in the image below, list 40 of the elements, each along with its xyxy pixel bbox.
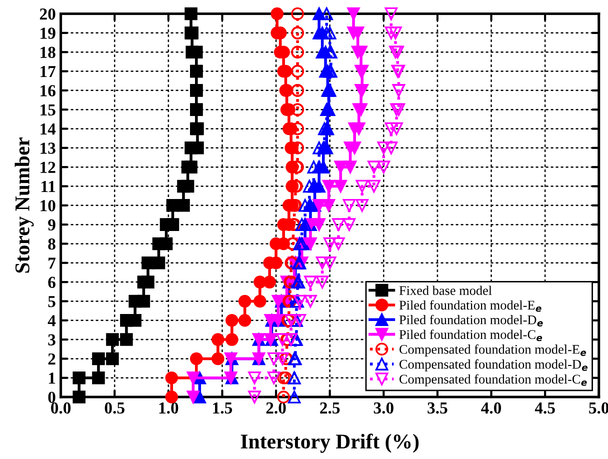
legend-label: Piled foundation model-C$_{e}$ xyxy=(399,330,542,342)
y-tick-label: 8 xyxy=(48,238,56,250)
y-tick-label: 20 xyxy=(40,8,56,20)
y-tick-label: 6 xyxy=(48,276,56,288)
y-tick-label: 11 xyxy=(42,181,56,192)
x-tick-label: 3.5 xyxy=(428,402,448,414)
x-tick-label: 4.0 xyxy=(481,402,502,414)
y-tick-label: 5 xyxy=(48,296,56,308)
legend-label: Compensated foundation model-E$_{e}$ xyxy=(400,344,586,356)
x-tick-label: 1.0 xyxy=(159,402,178,414)
y-tick-label: 10 xyxy=(40,200,56,212)
y-tick-label: 16 xyxy=(40,85,56,96)
legend-label: Compensated foundation model-D$_{e}$ xyxy=(400,359,588,372)
y-tick-label: 15 xyxy=(40,104,56,116)
x-tick-label: 2.5 xyxy=(320,402,340,414)
legend-label: Piled foundation model-E$_{e}$ xyxy=(399,300,542,312)
y-tick-label: 4 xyxy=(48,315,56,326)
y-tick-label: 18 xyxy=(40,46,56,58)
legend-label: Piled foundation model-D$_{e}$ xyxy=(399,314,543,326)
y-tick-label: 14 xyxy=(40,124,56,135)
y-tick-label: 2 xyxy=(48,353,56,364)
x-tick-label: 0.0 xyxy=(51,402,71,414)
y-tick-label: 0 xyxy=(48,392,56,403)
y-tick-label: 3 xyxy=(48,334,56,346)
x-tick-label: 3.0 xyxy=(374,402,394,414)
y-tick-label: 19 xyxy=(40,28,56,39)
x-tick-label: 2.0 xyxy=(266,402,286,414)
x-tick-label: 0.5 xyxy=(104,402,124,414)
legend-label: Compensated foundation model-C$_{e}$ xyxy=(400,374,587,386)
y-axis-title: Storey Number xyxy=(14,137,34,273)
y-tick-label: 17 xyxy=(40,66,56,78)
x-tick-label: 4.5 xyxy=(534,402,555,414)
legend-label: Fixed base model xyxy=(399,286,492,296)
y-tick-label: 7 xyxy=(48,258,56,269)
y-tick-label: 12 xyxy=(40,162,56,173)
x-axis-title: Interstory Drift (%) xyxy=(240,434,419,453)
y-tick-label: 9 xyxy=(48,219,56,231)
y-tick-label: 13 xyxy=(40,142,56,154)
y-tick-label: 1 xyxy=(48,372,56,384)
x-tick-label: 1.5 xyxy=(213,402,232,414)
